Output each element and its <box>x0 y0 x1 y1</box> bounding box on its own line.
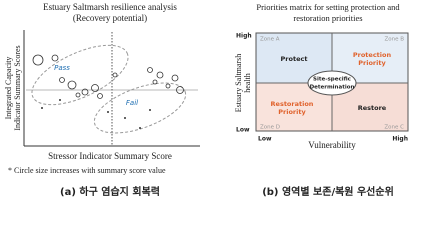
center-label: Site-specific <box>313 77 351 83</box>
y-label: Indicator Summary Scores <box>13 45 22 130</box>
quadrant-label: Priority <box>278 108 306 116</box>
fail-label: Fail <box>126 99 138 107</box>
quadrant-label: Restoration <box>271 100 314 108</box>
small-points <box>41 99 151 129</box>
zone-label: Zone B <box>384 37 404 43</box>
caption: (b) 영역별 보존/복원 우선순위 <box>262 185 394 198</box>
quadrant-label: Restore <box>358 104 387 112</box>
title: Estuary Saltmarsh resilience analysis <box>43 2 177 12</box>
quadrant-label: Priority <box>358 59 386 67</box>
pass-region <box>31 44 129 106</box>
center-label: Determination <box>310 85 355 91</box>
y-label: Estuary Saltmarsh <box>234 54 243 112</box>
zone-label: Zone D <box>260 125 280 131</box>
center-oval <box>307 70 357 96</box>
caption: (a) 하구 염습지 회복력 <box>60 185 160 198</box>
title: (Recovery potential) <box>73 13 147 23</box>
title: Priorities matrix for setting protection… <box>256 2 400 12</box>
y-high: High <box>236 33 252 40</box>
fail-region <box>93 82 187 134</box>
quadrant-label: Protection <box>353 51 392 59</box>
title: restoration priorities <box>293 13 362 23</box>
x-low: Low <box>258 136 272 143</box>
y-label: health <box>243 73 252 93</box>
y-label: Integrated Capacity <box>4 57 13 120</box>
right-panel: Priorities matrix for setting protection… <box>234 2 409 198</box>
x-label: Stressor Indicator Summary Score <box>48 151 172 161</box>
quadrant-label: Protect <box>281 55 308 63</box>
pass-label: Pass <box>54 64 70 72</box>
x-label: Vulnerability <box>308 140 356 150</box>
x-high: High <box>392 136 408 143</box>
zone-label: Zone C <box>384 125 404 131</box>
figure: Estuary Saltmarsh resilience analysis (R… <box>4 2 409 198</box>
left-panel: Estuary Saltmarsh resilience analysis (R… <box>4 2 200 198</box>
y-low: Low <box>236 127 250 134</box>
zone-label: Zone A <box>260 37 280 43</box>
points <box>32 54 184 99</box>
note: * Circle size increases with summary sco… <box>8 166 166 175</box>
